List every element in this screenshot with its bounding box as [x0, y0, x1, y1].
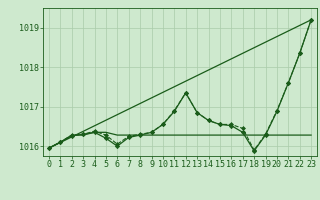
Text: Graphe pression niveau de la mer (hPa): Graphe pression niveau de la mer (hPa) [41, 182, 279, 192]
